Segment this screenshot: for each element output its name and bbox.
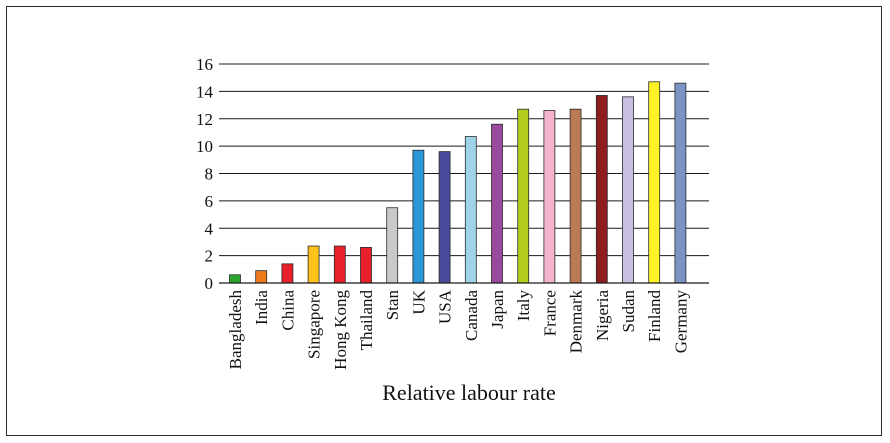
gridlines [219, 63, 709, 284]
bar-usa [438, 151, 451, 284]
y-tick-label: 8 [205, 165, 214, 184]
bar-singapore [307, 245, 320, 284]
bar-denmark [569, 108, 582, 284]
category-label-india: India [252, 290, 271, 325]
y-tick-label: 16 [196, 55, 213, 74]
bars [229, 81, 687, 284]
category-label-nigeria: Nigeria [593, 290, 612, 341]
category-label-usa: USA [436, 289, 455, 324]
category-label-denmark: Denmark [567, 290, 586, 354]
category-label-bangladesh: Bangladesh [226, 290, 245, 370]
category-label-japan: Japan [488, 290, 507, 329]
y-tick-label: 0 [205, 274, 214, 293]
bar-nigeria [595, 95, 608, 284]
y-tick-label: 14 [196, 82, 214, 101]
category-labels: Bangladesh India China Singapore Hong Kong Th… [226, 289, 690, 370]
bar-chart: 0 2 4 6 8 10 12 14 16 Bangladesh India China Singap… [196, 55, 709, 405]
bar-stan [386, 207, 399, 284]
category-label-singapore: Singapore [305, 290, 324, 359]
category-label-stan: Stan [383, 290, 402, 321]
x-axis-label: Relative labour rate [382, 380, 555, 405]
category-label-hong-kong: Hong Kong [331, 290, 350, 370]
y-tick-label: 6 [205, 192, 214, 211]
chart-frame: 0 2 4 6 8 10 12 14 16 Bangladesh India China Singap… [6, 6, 882, 436]
bar-hong-kong [333, 245, 346, 284]
bar-germany [674, 82, 687, 284]
category-label-thailand: Thailand [357, 290, 376, 351]
bar-bangladesh [229, 274, 241, 284]
category-label-china: China [278, 290, 297, 331]
bar-india [255, 270, 268, 284]
bar-uk [412, 149, 425, 284]
bar-thailand [360, 247, 372, 284]
category-label-uk: UK [409, 289, 428, 314]
bar-italy [517, 108, 530, 284]
bar-china [281, 263, 294, 284]
y-tick-label: 2 [205, 247, 214, 266]
y-tick-label: 12 [196, 110, 213, 129]
category-label-italy: Italy [514, 290, 533, 322]
y-tick-label: 10 [196, 137, 213, 156]
category-label-canada: Canada [462, 290, 481, 341]
bar-canada [464, 136, 477, 284]
category-label-sudan: Sudan [619, 290, 638, 333]
bar-finland [648, 81, 661, 284]
category-label-france: France [540, 290, 559, 336]
bar-france [543, 110, 556, 284]
category-label-finland: Finland [645, 290, 664, 342]
category-label-germany: Germany [671, 290, 690, 354]
y-tick-label: 4 [205, 219, 214, 238]
bar-japan [491, 123, 503, 284]
bar-sudan [622, 96, 634, 284]
y-axis-ticks: 0 2 4 6 8 10 12 14 16 [196, 55, 214, 293]
